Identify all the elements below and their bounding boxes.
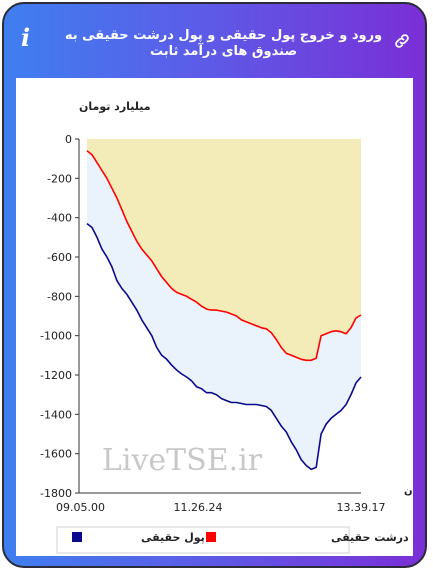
legend-swatch-big-money (206, 532, 216, 542)
y-tick-label: -800 (47, 290, 72, 303)
x-tick-label: 11.26.24 (174, 501, 223, 514)
y-tick-label: -1600 (40, 448, 72, 461)
legend: پول حقیقی پول درشت حقیقی (56, 526, 425, 554)
watermark: LiveTSE.ir (102, 443, 263, 478)
line-chart: میلیارد تومان 0 -200 -400 -600 -800 -1000 -120… (40, 100, 425, 554)
y-tick-label: -400 (47, 212, 72, 225)
y-tick-label: -600 (47, 251, 72, 264)
chart-panel: میلیارد تومان 0 -200 -400 -600 -800 -1000 -120… (16, 78, 425, 556)
info-icon[interactable]: i (21, 23, 31, 52)
area-big-money (87, 139, 361, 361)
legend-label-big-money: پول درشت حقیقی (331, 531, 413, 544)
y-axis-label: میلیارد تومان (79, 100, 151, 113)
chart-title: ورود و خروج پول حقیقی و پول درشت حقیقی ب… (64, 28, 383, 59)
y-tick-label: -200 (47, 172, 72, 185)
chart-card: i ورود و خروج پول حقیقی و پول درشت حقیقی… (2, 2, 427, 568)
x-tick-label: 09.05.00 (56, 501, 105, 514)
legend-label-real-money: پول حقیقی (141, 531, 205, 544)
series-line-real-money (86, 222, 362, 471)
y-tick-label: -1000 (40, 330, 72, 343)
area-real-money (87, 150, 361, 470)
card-header: i ورود و خروج پول حقیقی و پول درشت حقیقی… (4, 4, 425, 78)
x-tick-label: 13.39.17 (337, 501, 386, 514)
x-axis-label: زمان (404, 486, 413, 497)
link-icon[interactable] (393, 32, 411, 50)
y-tick-label: 0 (65, 133, 72, 146)
y-tick-label: -1400 (40, 408, 72, 421)
y-tick-label: -1200 (40, 369, 72, 382)
y-tick-label: -1800 (40, 487, 72, 500)
series-line-big-money (86, 150, 362, 362)
legend-swatch-real-money (72, 532, 82, 542)
